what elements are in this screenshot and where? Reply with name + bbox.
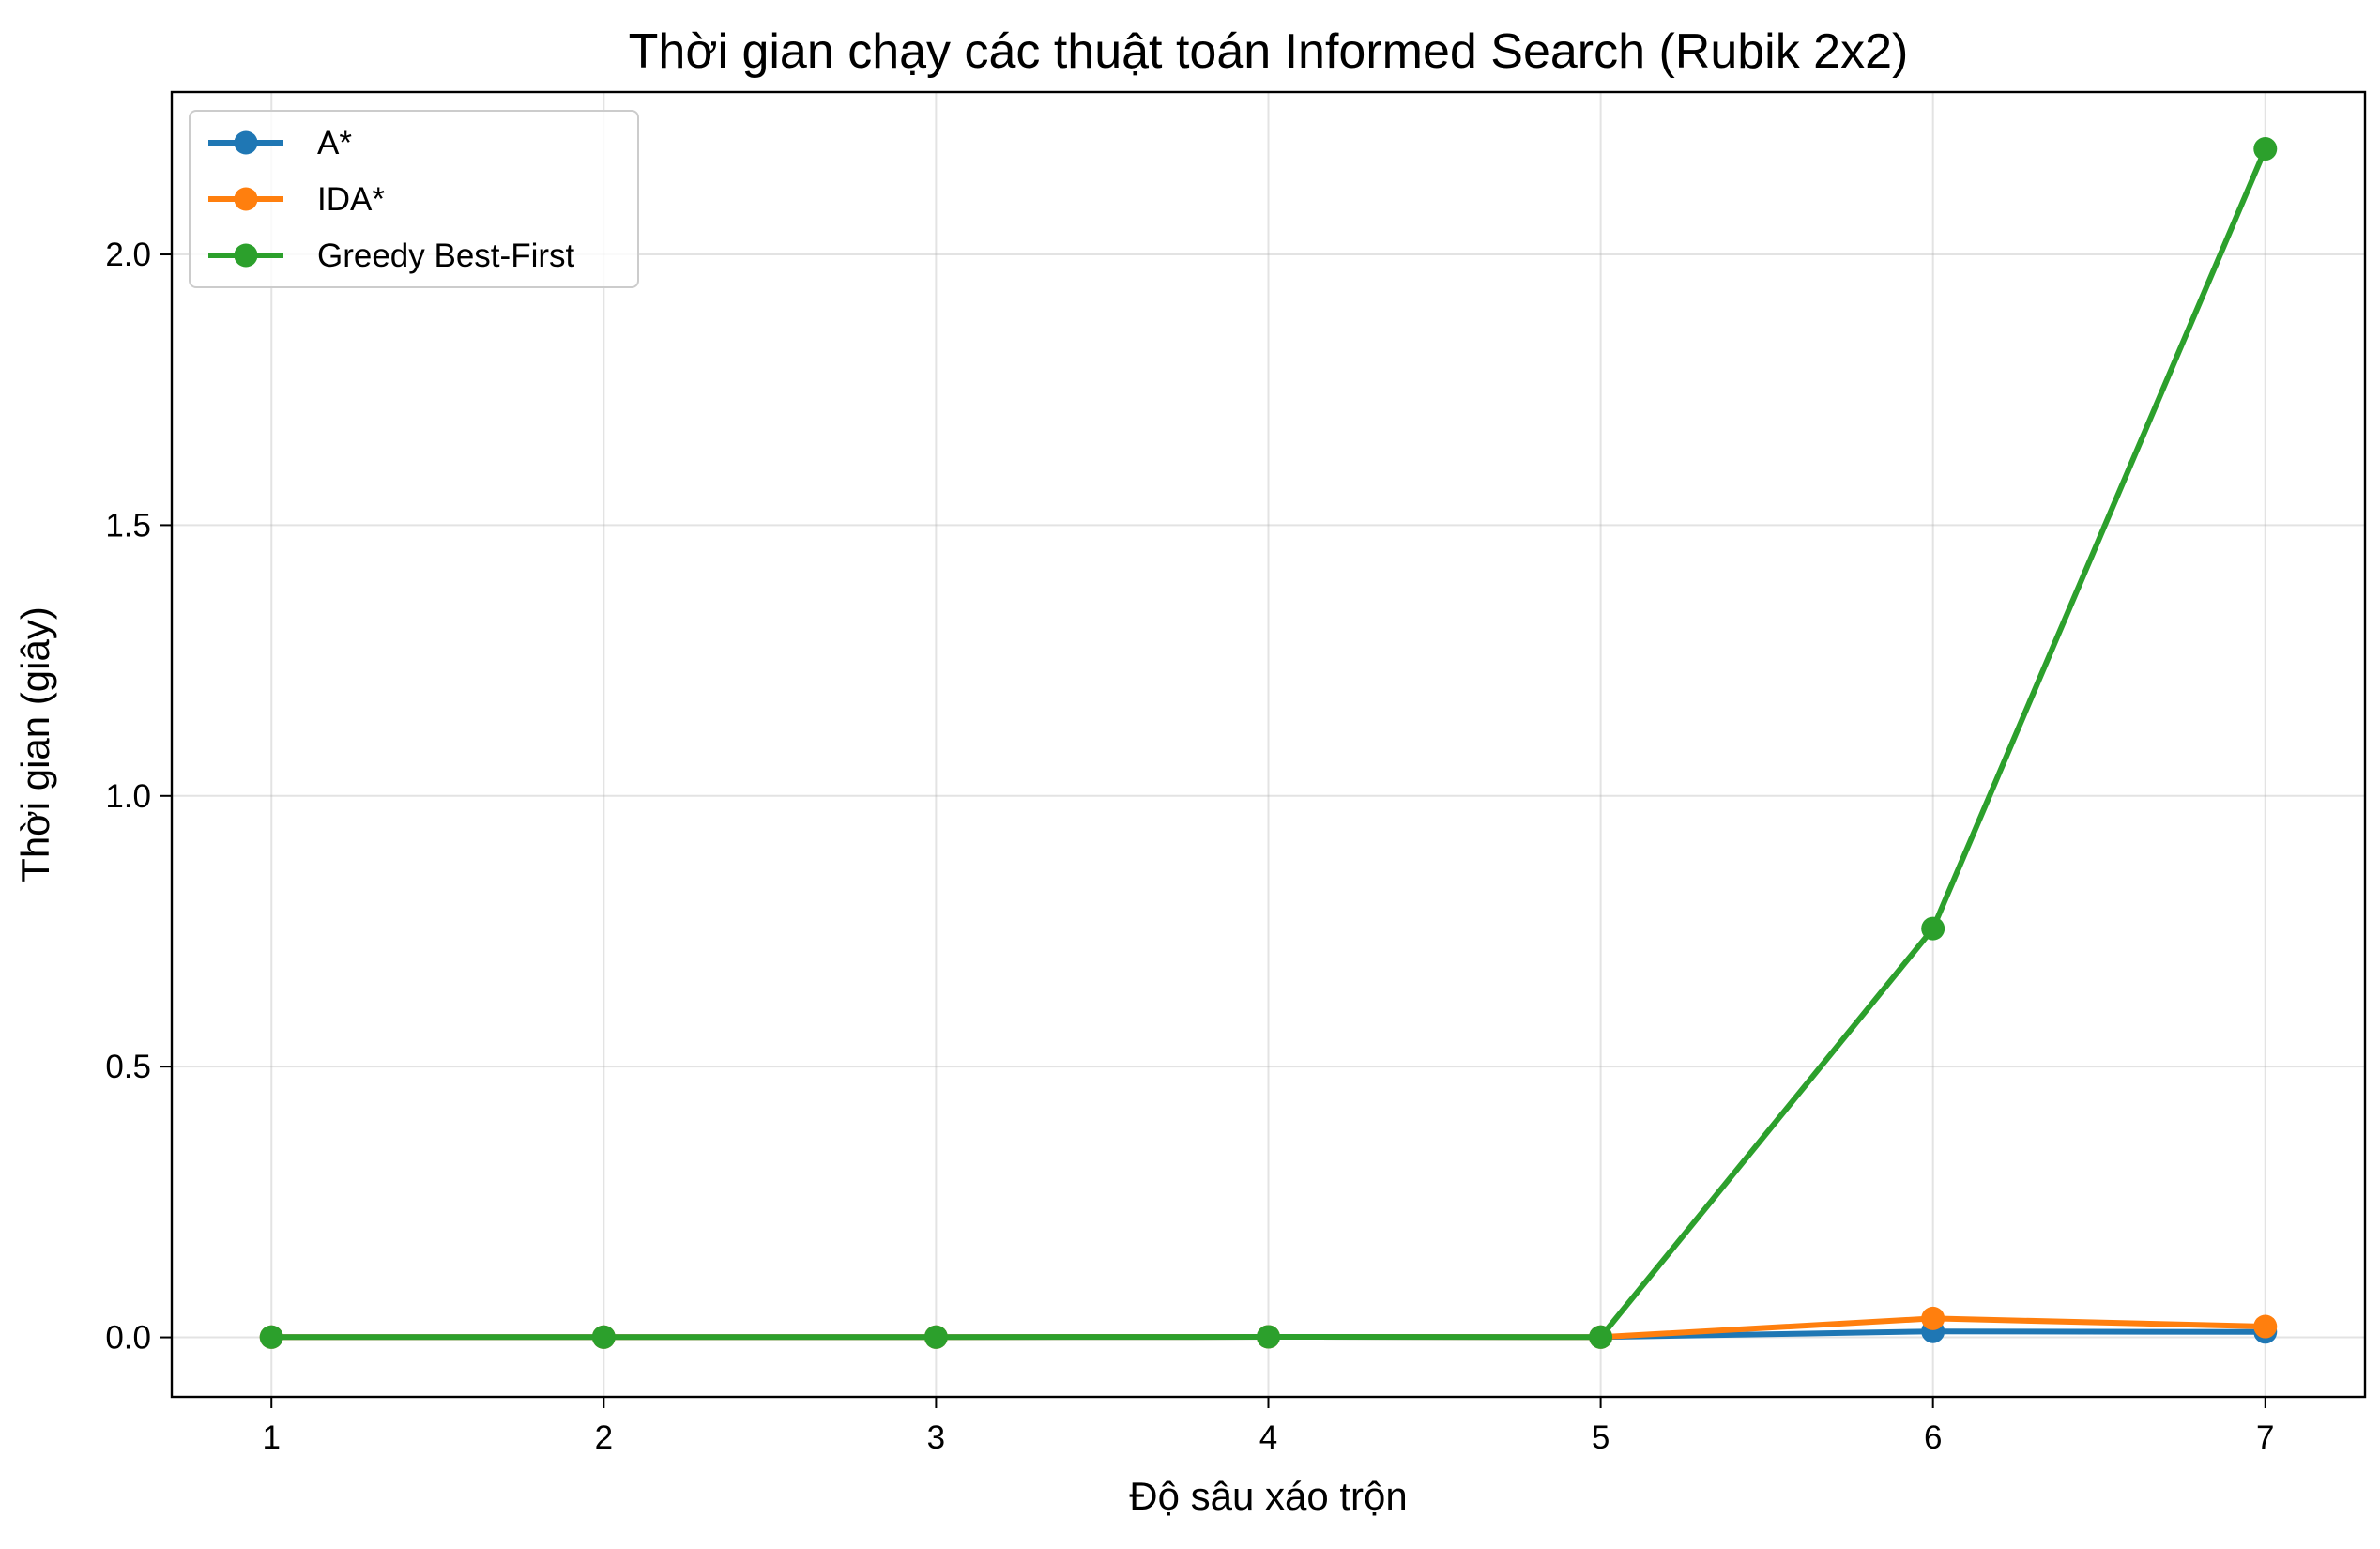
legend-label: IDA*: [317, 181, 385, 218]
legend-label: A*: [317, 125, 352, 161]
x-tick-label: 6: [1924, 1419, 1942, 1456]
data-point-ida: [1921, 1306, 1945, 1330]
y-tick-label: 2.0: [105, 237, 151, 273]
legend-marker: [234, 130, 258, 155]
x-tick-label: 7: [2256, 1419, 2274, 1456]
legend-label: Greedy Best-First: [317, 238, 574, 274]
y-tick-label: 0.5: [105, 1049, 151, 1085]
x-tick-label: 5: [1592, 1419, 1610, 1456]
legend-marker: [234, 187, 258, 211]
data-point-greedy-best-first: [1921, 916, 1945, 941]
y-tick-label: 0.0: [105, 1320, 151, 1357]
data-point-greedy-best-first: [923, 1325, 948, 1349]
data-point-greedy-best-first: [259, 1325, 283, 1349]
x-axis-title: Độ sâu xáo trộn: [1129, 1474, 1408, 1518]
y-tick-label: 1.0: [105, 778, 151, 815]
x-tick-label: 4: [1259, 1419, 1277, 1456]
series-layer: [259, 137, 2278, 1349]
chart-title: Thời gian chạy các thuật toán Informed S…: [629, 24, 1909, 79]
x-axis: 1 2 3 4 5 6 7: [262, 1397, 2275, 1456]
legend-box: [189, 110, 639, 288]
legend: A* IDA* Greedy Best-First: [189, 110, 639, 288]
data-point-greedy-best-first: [1589, 1325, 1613, 1349]
y-axis: 0.0 0.5 1.0 1.5 2.0: [105, 237, 172, 1357]
data-point-greedy-best-first: [1257, 1325, 1280, 1349]
data-point-greedy-best-first: [591, 1325, 616, 1349]
legend-marker: [234, 243, 258, 268]
data-point-ida: [2253, 1314, 2278, 1339]
x-tick-label: 2: [595, 1419, 613, 1456]
data-point-greedy-best-first: [2253, 137, 2278, 161]
y-axis-title: Thời gian (giây): [13, 606, 57, 882]
y-tick-label: 1.5: [105, 507, 151, 544]
x-tick-label: 1: [262, 1419, 280, 1456]
x-tick-label: 3: [927, 1419, 945, 1456]
series-greedy-best-first: [259, 137, 2278, 1349]
